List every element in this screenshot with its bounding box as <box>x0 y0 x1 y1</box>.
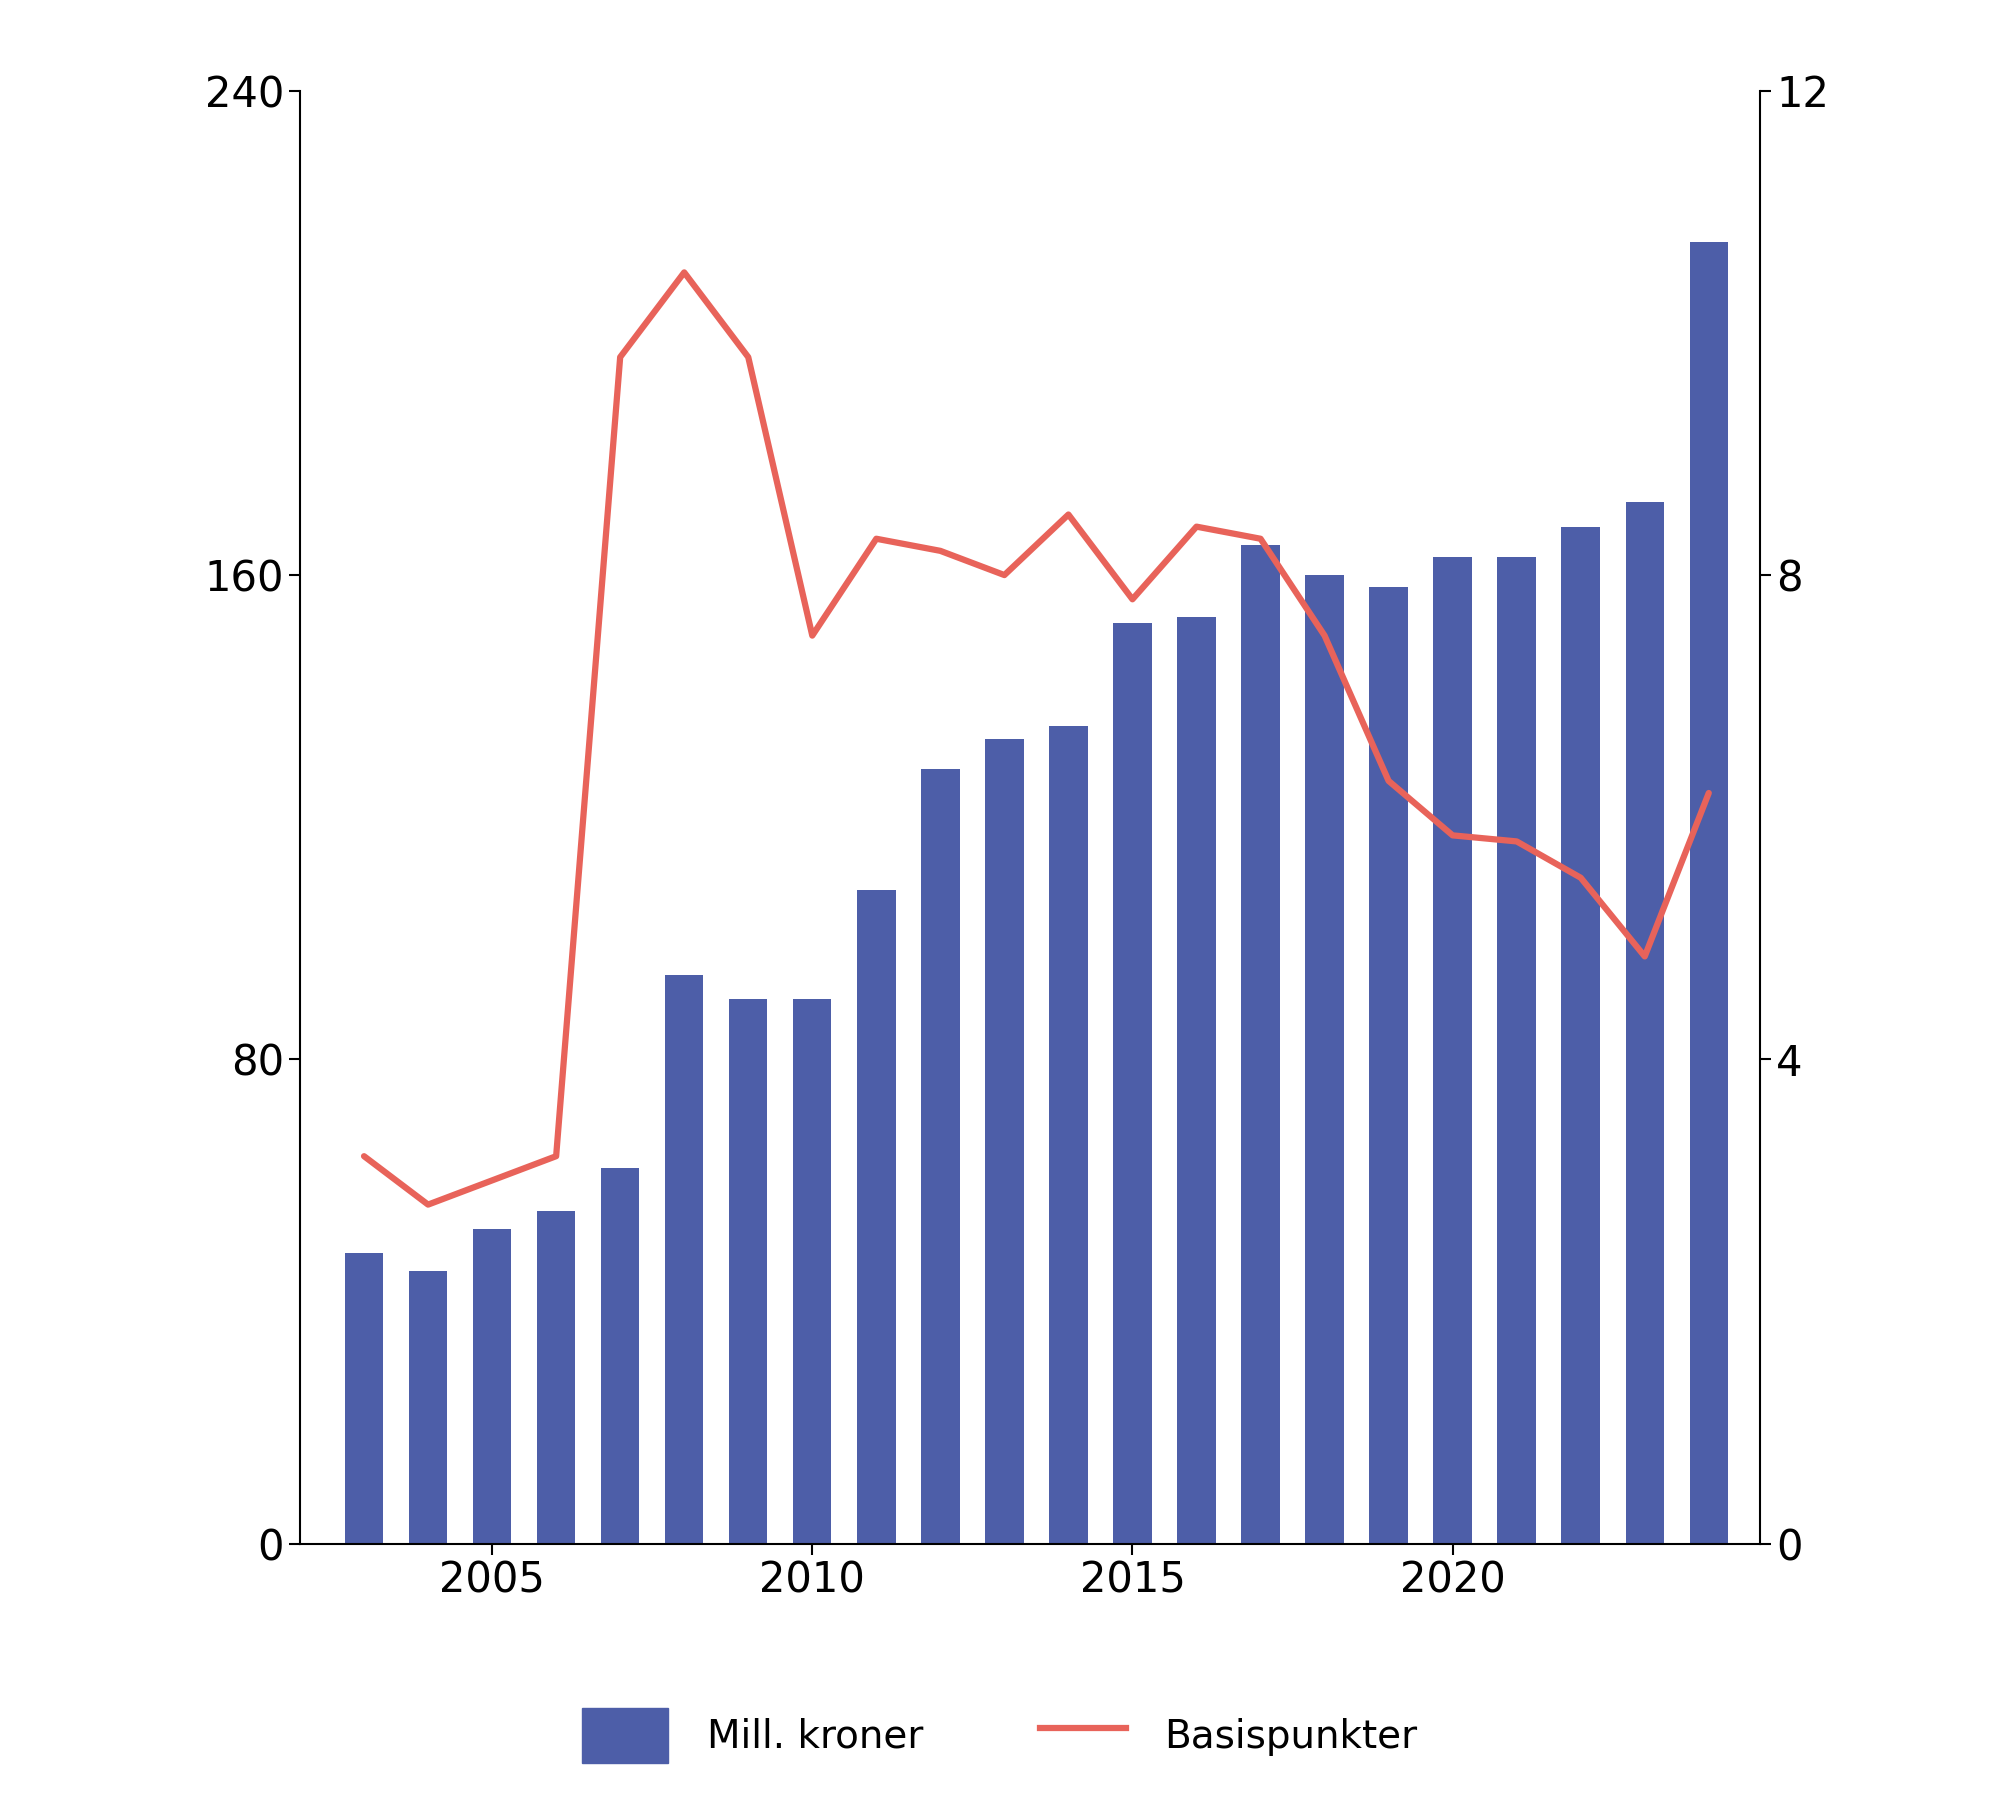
Bar <box>472 1229 512 1544</box>
Bar <box>664 975 704 1544</box>
Bar <box>986 739 1024 1544</box>
Bar <box>1178 617 1216 1544</box>
Bar <box>1242 545 1280 1544</box>
Bar <box>1626 503 1664 1544</box>
Bar <box>794 999 832 1544</box>
Bar <box>1370 587 1408 1544</box>
Bar <box>922 768 960 1544</box>
Bar <box>858 890 896 1544</box>
Legend: Mill. kroner, Basispunkter: Mill. kroner, Basispunkter <box>566 1693 1434 1778</box>
Bar <box>1050 726 1088 1544</box>
Bar <box>1306 576 1344 1544</box>
Bar <box>536 1211 576 1544</box>
Bar <box>1690 242 1728 1544</box>
Bar <box>730 999 768 1544</box>
Bar <box>600 1168 640 1544</box>
Bar <box>1434 558 1472 1544</box>
Bar <box>344 1253 384 1544</box>
Bar <box>408 1271 448 1544</box>
Bar <box>1114 623 1152 1544</box>
Bar <box>1498 558 1536 1544</box>
Bar <box>1562 527 1600 1544</box>
